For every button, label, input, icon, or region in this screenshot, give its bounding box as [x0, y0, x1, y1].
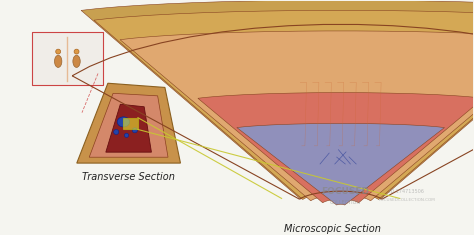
- Polygon shape: [81, 0, 474, 199]
- Polygon shape: [89, 93, 168, 157]
- Ellipse shape: [125, 133, 128, 137]
- Ellipse shape: [74, 49, 79, 54]
- FancyBboxPatch shape: [32, 32, 103, 86]
- Polygon shape: [237, 123, 445, 205]
- Text: Microscopic Section: Microscopic Section: [284, 224, 381, 234]
- Ellipse shape: [56, 49, 61, 54]
- FancyBboxPatch shape: [123, 118, 138, 129]
- Text: Transverse Section: Transverse Section: [82, 172, 175, 182]
- Ellipse shape: [55, 55, 62, 67]
- Text: FOCUSEDCOLLECTION.COM: FOCUSEDCOLLECTION.COM: [378, 199, 435, 203]
- Polygon shape: [120, 31, 474, 201]
- Ellipse shape: [117, 117, 130, 127]
- Text: FOCUSED: FOCUSED: [321, 187, 369, 196]
- Polygon shape: [106, 104, 151, 152]
- Polygon shape: [198, 93, 474, 203]
- Text: COLLECTION: COLLECTION: [330, 200, 361, 205]
- Text: ID 174713506: ID 174713506: [389, 189, 424, 194]
- Ellipse shape: [132, 128, 137, 133]
- Polygon shape: [77, 83, 181, 163]
- Polygon shape: [94, 10, 474, 200]
- Polygon shape: [106, 104, 151, 152]
- Ellipse shape: [73, 55, 80, 67]
- Ellipse shape: [114, 129, 119, 134]
